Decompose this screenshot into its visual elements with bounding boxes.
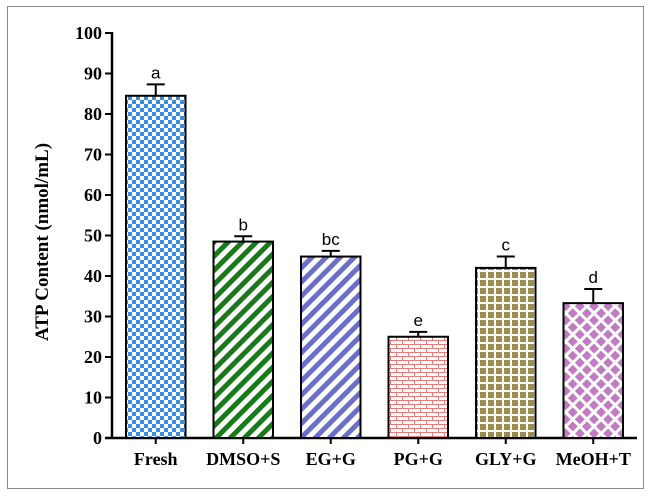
significance-label: e [414,311,423,330]
x-tick-label: EG+G [306,449,356,469]
y-tick-label: 0 [93,428,102,448]
y-tick-label: 30 [84,307,102,327]
bar [212,240,274,439]
y-tick-label: 10 [84,388,102,408]
x-tick-label: GLY+G [475,449,537,469]
significance-label: a [151,63,161,82]
bar [387,335,449,439]
y-tick-label: 20 [84,347,102,367]
significance-label: d [589,268,598,287]
bar [475,266,537,439]
y-tick-label: 60 [84,185,102,205]
y-tick-label: 70 [84,145,102,165]
y-tick-label: 90 [84,64,102,84]
significance-label: c [502,236,511,255]
y-tick-label: 100 [75,23,102,43]
y-tick-label: 80 [84,104,102,124]
significance-label: b [239,215,248,234]
y-tick-label: 40 [84,266,102,286]
significance-label: bc [322,230,340,249]
x-tick-label: MeOH+T [556,449,631,469]
x-tick-label: PG+G [394,449,443,469]
bar [562,302,624,440]
bar [300,255,362,439]
y-axis-label: ATP Content (nmol/mL) [32,143,53,341]
x-tick-label: DMSO+S [206,449,280,469]
bar [125,94,187,440]
x-tick-label: Fresh [134,449,178,469]
y-tick-label: 50 [84,226,102,246]
